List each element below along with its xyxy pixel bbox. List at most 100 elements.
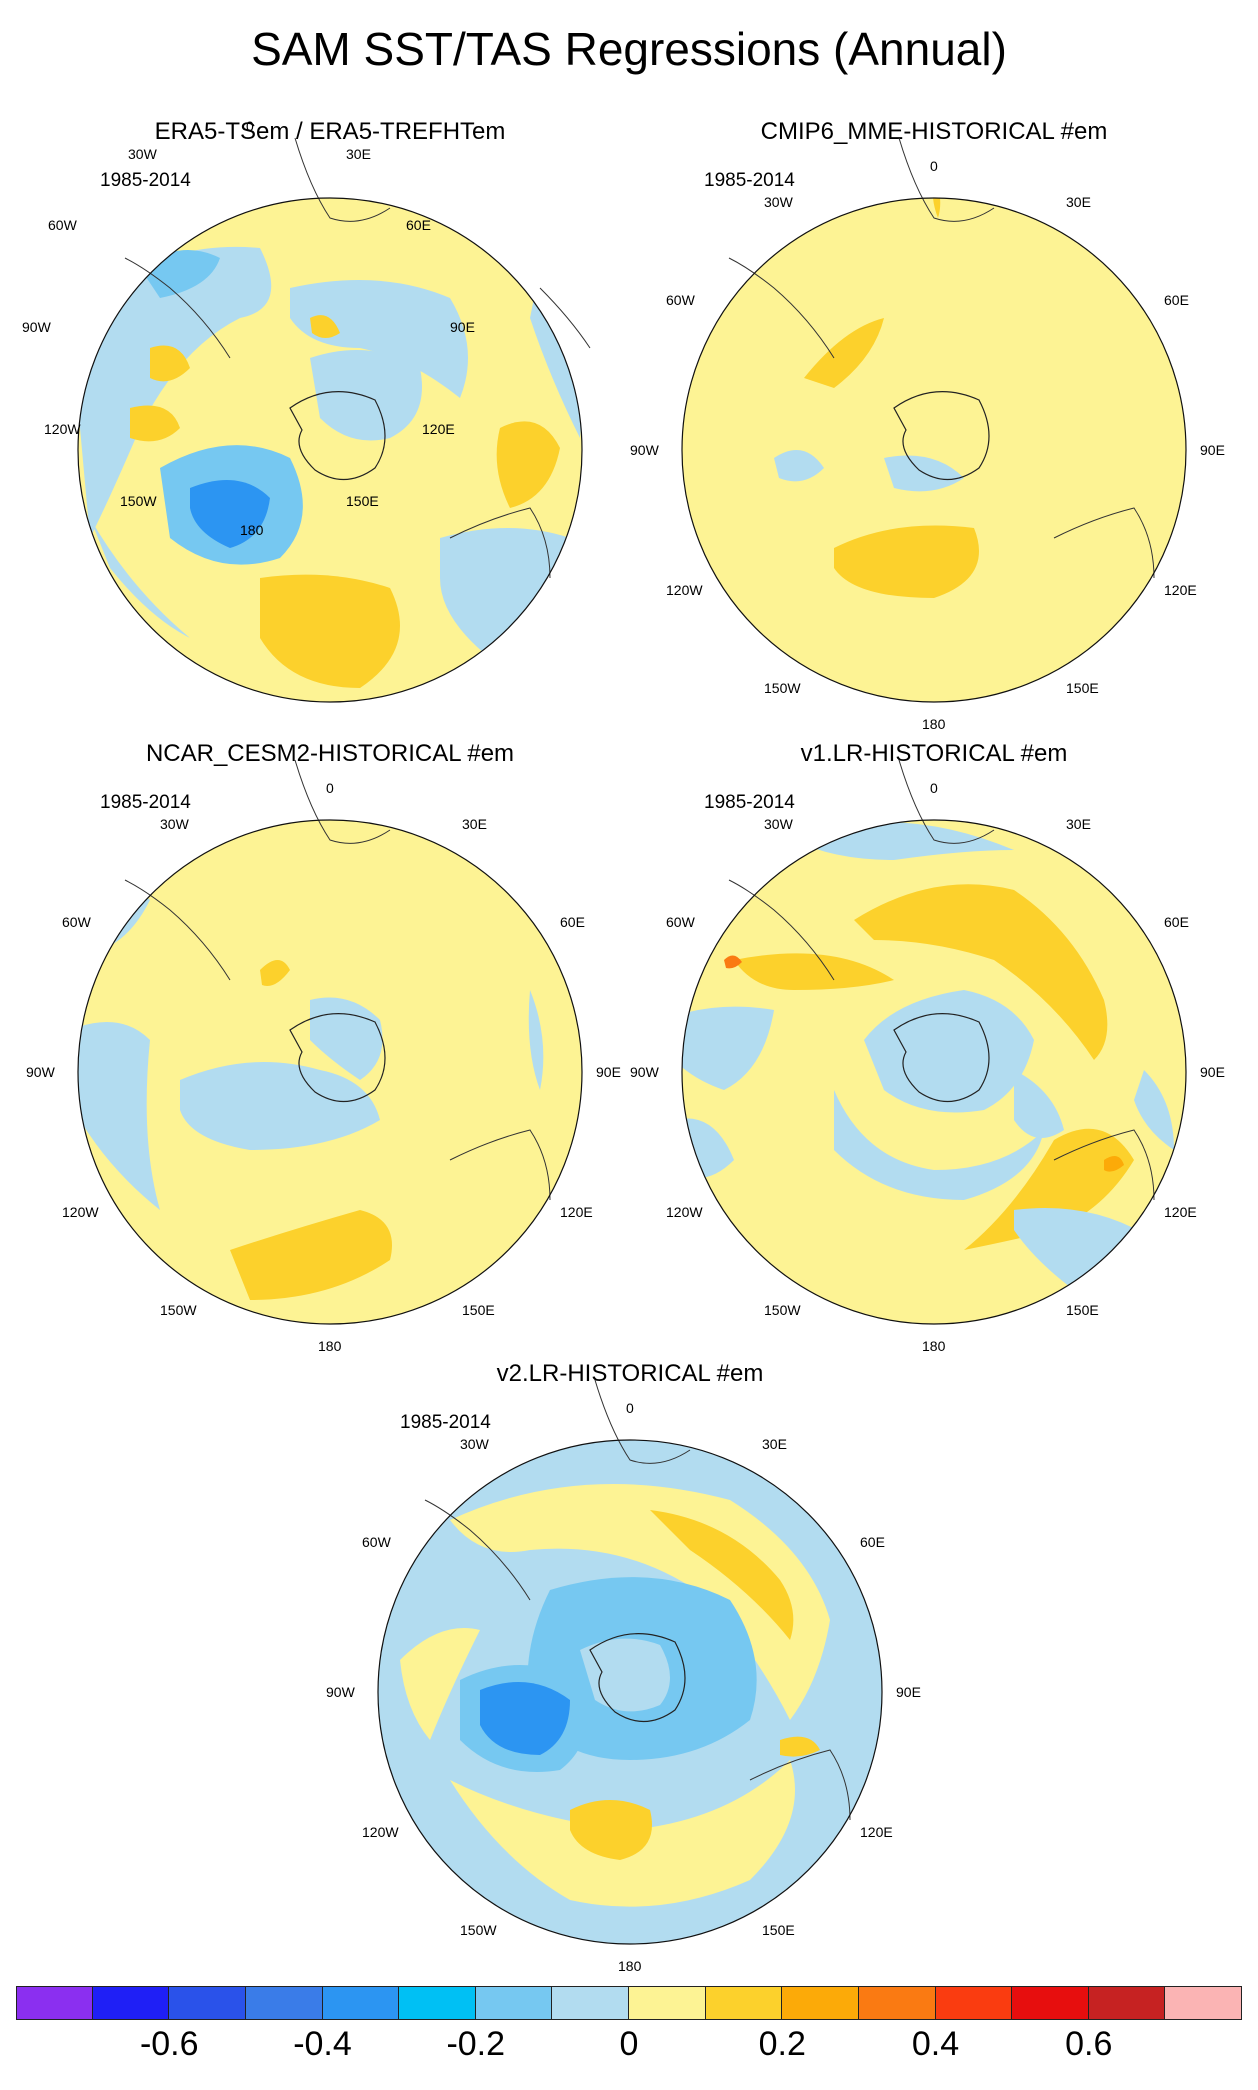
period-label: 1985-2014 <box>400 1412 491 1433</box>
map-panel-v2-lr: v2.LR-HISTORICAL #em 1985-2014 0 30E 60E… <box>326 1360 930 1974</box>
lon-label: 60E <box>406 217 431 233</box>
lon-label: 30W <box>764 816 794 832</box>
panel-title: v1.LR-HISTORICAL #em <box>800 740 1068 767</box>
lon-label: 90W <box>326 1684 356 1700</box>
polar-map: 0 30E 60E 90E 120E 150E 180 150W 120W 90… <box>22 118 591 703</box>
colorbar-tick-label: 0.6 <box>1065 2025 1113 2063</box>
colorbar-swatch <box>399 1986 476 2020</box>
lon-label: 60E <box>1164 914 1189 930</box>
lon-label: 0 <box>626 1400 634 1416</box>
lon-label: 90E <box>1200 1064 1225 1080</box>
lon-label: 150E <box>462 1302 495 1318</box>
lon-label: 150W <box>764 1302 801 1318</box>
period-label: 1985-2014 <box>704 792 795 813</box>
lon-label: 30E <box>1066 194 1091 210</box>
lon-label: 60W <box>666 914 696 930</box>
lon-label: 180 <box>922 716 946 732</box>
map-panel-v1-lr: v1.LR-HISTORICAL #em 1985-2014 0 30E 60E <box>630 740 1234 1354</box>
lon-label: 0 <box>930 158 938 174</box>
lon-label: 30E <box>346 146 371 162</box>
lon-label: 60W <box>48 217 78 233</box>
lon-label: 90E <box>896 1684 921 1700</box>
lon-label: 120W <box>362 1824 399 1840</box>
colorbar-swatch <box>935 1986 1013 2020</box>
map-panel-era5: ERA5-TSem / ERA5-TREFHTem 1985-2014 0 <box>22 118 630 718</box>
period-label: 1985-2014 <box>100 792 191 813</box>
lon-label: 0 <box>930 780 938 796</box>
lon-label: 150E <box>1066 1302 1099 1318</box>
colorbar-swatch <box>552 1986 629 2020</box>
lon-label: 150W <box>160 1302 197 1318</box>
lon-label: 120E <box>560 1204 593 1220</box>
lon-label: 120E <box>422 421 455 437</box>
lon-label: 60E <box>560 914 585 930</box>
lon-label: 120W <box>44 421 81 437</box>
lon-label: 0 <box>326 780 334 796</box>
colorbar-tick-label: -0.2 <box>446 2025 506 2063</box>
lon-label: 90W <box>22 319 52 335</box>
lon-label: 0 <box>246 118 254 134</box>
lon-label: 90E <box>596 1064 621 1080</box>
colorbar-tick-label: 0.2 <box>758 2025 806 2063</box>
colorbar-swatch <box>629 1986 706 2020</box>
panel-title: ERA5-TSem / ERA5-TREFHTem <box>154 118 506 145</box>
lon-label: 120E <box>1164 1204 1197 1220</box>
polar-map: 0 30E 60E 90E 120E 150E 180 150W 120W 90… <box>326 1379 921 1974</box>
lon-label: 180 <box>922 1338 946 1354</box>
polar-map: 0 30E 60E 90E 120E 150E 180 150W 120W 90… <box>630 759 1225 1354</box>
lon-label: 150W <box>460 1922 497 1938</box>
colorbar-swatch <box>169 1986 246 2020</box>
colorbar-swatch <box>705 1986 783 2020</box>
lon-label: 90W <box>630 442 660 458</box>
period-label: 1985-2014 <box>704 170 795 191</box>
lon-label: 150E <box>762 1922 795 1938</box>
colorbar-swatch <box>475 1986 553 2020</box>
lon-label: 30E <box>1066 816 1091 832</box>
lon-label: 150W <box>120 493 157 509</box>
colorbar-swatch <box>1012 1986 1089 2020</box>
lon-label: 120E <box>1164 582 1197 598</box>
colorbar-swatch <box>92 1986 170 2020</box>
panel-title: CMIP6_MME-HISTORICAL #em <box>760 118 1108 145</box>
colorbar-swatch <box>1088 1986 1166 2020</box>
lon-label: 180 <box>618 1958 642 1974</box>
period-label: 1985-2014 <box>100 170 191 191</box>
lon-label: 30W <box>128 146 158 162</box>
lon-label: 30W <box>460 1436 490 1452</box>
lon-label: 30W <box>160 816 190 832</box>
map-panel-ncar-cesm2: NCAR_CESM2-HISTORICAL #em 1985-2014 0 30… <box>26 740 630 1354</box>
lon-label: 90W <box>630 1064 660 1080</box>
colorbar-swatch <box>1165 1986 1242 2020</box>
lon-label: 150W <box>764 680 801 696</box>
colorbar-swatch <box>16 1986 93 2020</box>
panel-title: NCAR_CESM2-HISTORICAL #em <box>145 740 515 767</box>
figure-title: SAM SST/TAS Regressions (Annual) <box>251 23 1007 75</box>
lon-label: 120E <box>860 1824 893 1840</box>
colorbar-tick-label: -0.6 <box>139 2025 199 2063</box>
colorbar <box>16 1986 1242 2020</box>
lon-label: 90E <box>450 319 475 335</box>
lon-label: 60E <box>860 1534 885 1550</box>
lon-label: 60W <box>362 1534 392 1550</box>
colorbar-swatch <box>858 1986 936 2020</box>
lon-label: 90W <box>26 1064 56 1080</box>
lon-label: 120W <box>666 582 703 598</box>
lon-label: 30E <box>762 1436 787 1452</box>
lon-label: 60E <box>1164 292 1189 308</box>
lon-label: 60W <box>666 292 696 308</box>
map-panel-cmip6-mme: CMIP6_MME-HISTORICAL #em 1985-2014 0 30E… <box>630 118 1234 732</box>
lon-label: 150E <box>1066 680 1099 696</box>
panel-title: v2.LR-HISTORICAL #em <box>496 1360 764 1387</box>
lon-label: 180 <box>318 1338 342 1354</box>
lon-label: 30E <box>462 816 487 832</box>
polar-map: 0 30E 60E 90E 120E 150E 180 150W 120W 90… <box>630 137 1225 732</box>
colorbar-swatch <box>245 1986 323 2020</box>
colorbar-tick-label: -0.4 <box>293 2025 352 2063</box>
lon-label: 180 <box>240 522 264 538</box>
colorbar-swatch <box>782 1986 859 2020</box>
lon-label: 60W <box>62 914 92 930</box>
polar-map: 0 30E 60E 90E 120E 150E 180 150W 120W 90… <box>26 759 621 1354</box>
lon-label: 120W <box>62 1204 99 1220</box>
colorbar-tick-label: 0 <box>619 2025 639 2063</box>
lon-label: 30W <box>764 194 794 210</box>
